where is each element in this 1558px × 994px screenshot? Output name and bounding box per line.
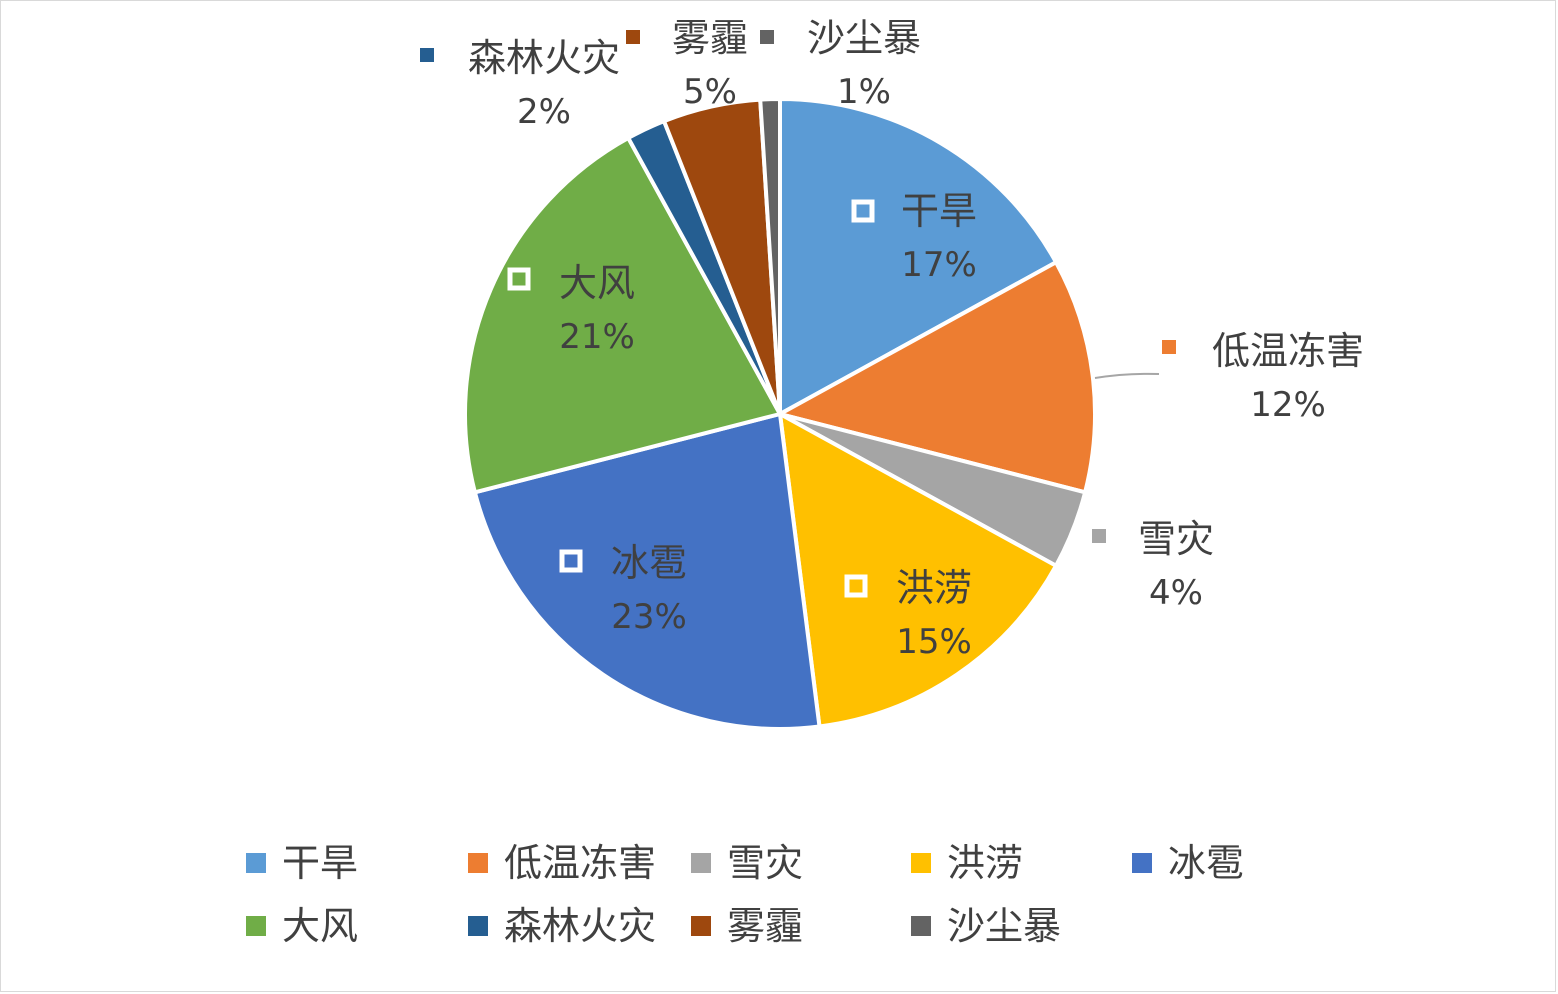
data-label-marker <box>626 30 640 44</box>
legend-swatch <box>468 853 488 873</box>
data-label-category: 雾霾 <box>672 16 748 60</box>
pie-slice-6 <box>463 135 783 495</box>
pie-slice-9 <box>758 96 782 415</box>
data-label-category: 干旱 <box>901 189 977 233</box>
legend-label: 沙尘暴 <box>947 904 1061 948</box>
data-label-percent: 4% <box>1149 573 1203 613</box>
legend-label: 洪涝 <box>947 841 1023 885</box>
legend-label: 雪灾 <box>727 841 803 885</box>
data-label-marker <box>420 48 434 62</box>
legend-swatch <box>691 916 711 936</box>
data-label-marker <box>507 267 531 291</box>
data-label-percent: 23% <box>611 597 687 637</box>
legend-label: 冰雹 <box>1168 841 1244 885</box>
data-label-category: 低温冻害 <box>1212 329 1364 373</box>
legend-swatch <box>246 853 266 873</box>
legend-label: 干旱 <box>282 841 358 885</box>
legend-swatch <box>691 853 711 873</box>
data-label-percent: 5% <box>683 72 737 112</box>
data-label-marker <box>760 30 774 44</box>
legend-swatch <box>468 916 488 936</box>
legend-swatch <box>911 853 931 873</box>
pie-slice-1 <box>778 96 1059 418</box>
data-label-category: 森林火灾 <box>468 36 620 80</box>
data-label-percent: 12% <box>1250 385 1326 425</box>
data-labels: 干旱 17% 低温冻害 12% 雪灾 4% 洪涝 15% 冰雹 23% 大风 21% 森林火灾 2% 雾霾 5… <box>420 16 1364 662</box>
data-label-percent: 2% <box>517 92 571 132</box>
leader-line <box>1094 372 1160 379</box>
legend-swatch <box>246 916 266 936</box>
pie-slice-4 <box>777 410 1059 729</box>
data-label-percent: 1% <box>837 72 891 112</box>
leader-lines <box>1094 372 1160 379</box>
data-label-percent: 17% <box>901 245 977 285</box>
pie-slices <box>463 96 1097 731</box>
data-label-category: 大风 <box>559 261 635 305</box>
legend-swatch <box>911 916 931 936</box>
data-label-marker <box>1162 340 1176 354</box>
legend-label: 低温冻害 <box>504 841 656 885</box>
pie-slice-5 <box>472 411 822 731</box>
legend-label: 森林火灾 <box>504 904 656 948</box>
data-label-category: 沙尘暴 <box>807 16 921 60</box>
legend-label: 雾霾 <box>727 904 803 948</box>
data-label-category: 雪灾 <box>1138 517 1214 561</box>
data-label-percent: 21% <box>559 317 635 357</box>
data-label-marker <box>1092 529 1106 543</box>
data-label-marker <box>851 199 875 223</box>
pie-slice-2 <box>774 259 1097 495</box>
data-label-category: 冰雹 <box>611 541 687 585</box>
data-label-marker <box>559 549 583 573</box>
data-label-percent: 15% <box>896 622 972 662</box>
legend-label: 大风 <box>282 904 358 948</box>
legend-swatch <box>1132 853 1152 873</box>
data-label-marker <box>844 574 868 598</box>
data-label-category: 洪涝 <box>896 566 972 610</box>
